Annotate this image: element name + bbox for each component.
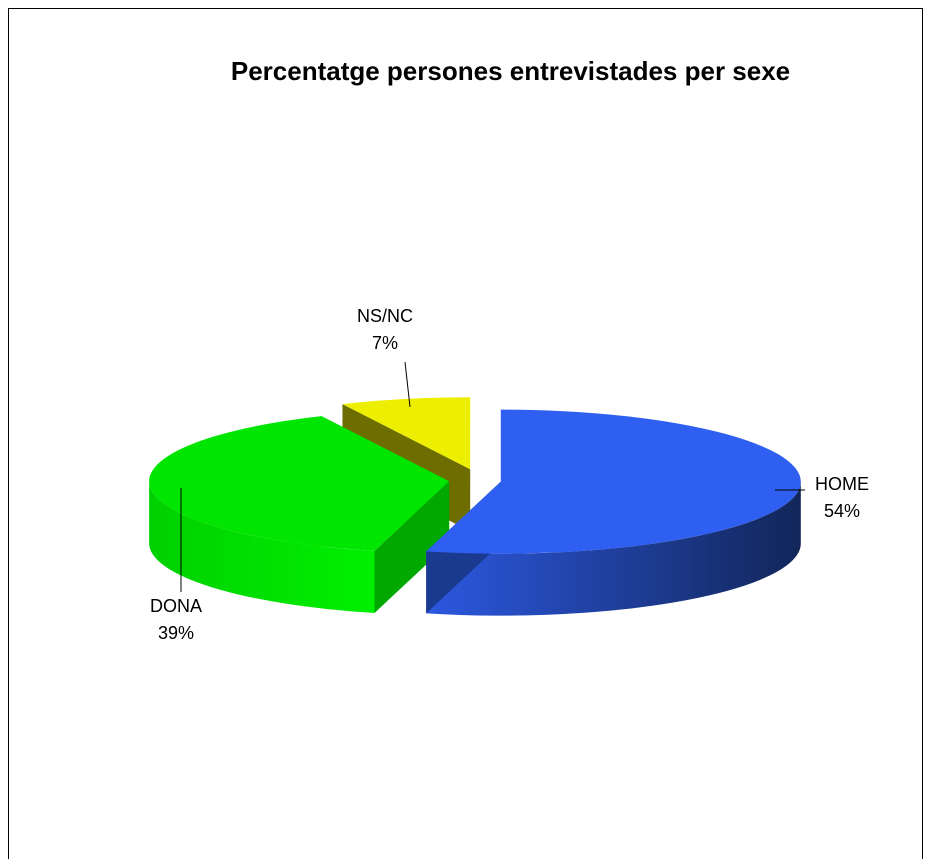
pie-slice-home xyxy=(426,409,801,616)
slice-label-ns-nc: NS/NC xyxy=(357,306,413,326)
slice-side-wall xyxy=(149,481,375,613)
slice-top-face xyxy=(426,409,801,554)
slice-value-label-dona: 39% xyxy=(158,623,194,643)
slice-top-face xyxy=(342,397,471,470)
slice-value-label-ns-nc: 7% xyxy=(372,333,398,353)
slice-label-home: HOME xyxy=(815,474,869,494)
slice-top-face xyxy=(149,416,450,551)
leader-line-ns-nc xyxy=(404,361,411,408)
slice-value-label-home: 54% xyxy=(824,501,860,521)
slice-label-dona: DONA xyxy=(150,596,202,616)
pie-slice-dona xyxy=(149,416,450,613)
chart-title: Percentatge persones entrevistades per s… xyxy=(230,56,791,86)
slice-side-wall xyxy=(426,481,801,616)
